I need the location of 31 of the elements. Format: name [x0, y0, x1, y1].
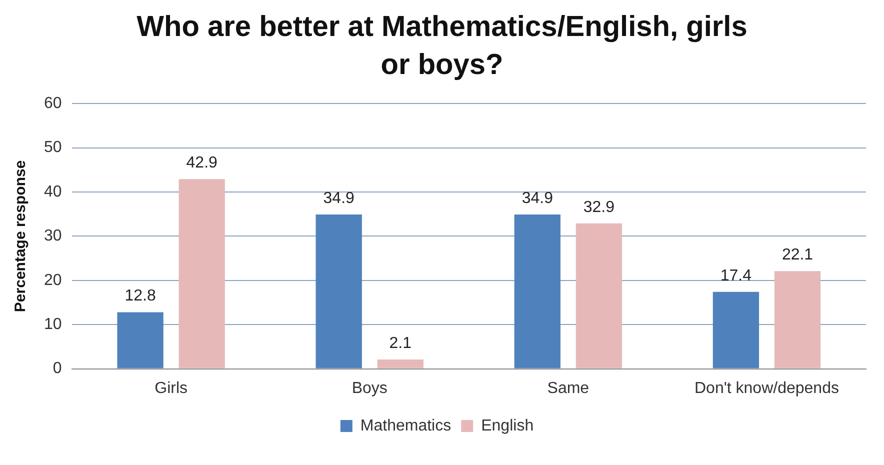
x-tick-label: Boys	[352, 380, 388, 397]
bar	[774, 271, 821, 368]
legend-label: Mathematics	[360, 417, 452, 434]
data-label: 34.9	[522, 190, 554, 207]
chart-title: Who are better at Mathematics/English, girls or boys?	[136, 10, 748, 83]
y-tick-label: 30	[44, 228, 62, 245]
bar	[316, 214, 362, 368]
y-tick-label: 10	[44, 316, 62, 334]
data-label: 2.1	[389, 334, 412, 352]
y-tick-label: 0	[52, 360, 62, 378]
legend-label: English	[481, 417, 534, 434]
data-label: 34.9	[323, 190, 355, 207]
data-label: 42.9	[186, 154, 218, 172]
data-label: 32.9	[583, 198, 615, 216]
bar	[377, 360, 424, 368]
y-tick-label: 50	[44, 139, 62, 156]
x-tick-label: Same	[547, 380, 590, 397]
y-axis-title: Percentage response	[12, 160, 30, 312]
x-tick-label: Girls	[154, 380, 188, 397]
y-tick-label: 20	[44, 272, 62, 289]
bar	[576, 223, 622, 368]
data-label: 17.4	[720, 267, 752, 284]
bar	[514, 214, 560, 368]
bar	[117, 312, 164, 368]
data-label: 12.8	[124, 288, 156, 305]
bar	[178, 179, 225, 368]
y-tick-label: 40	[44, 183, 62, 200]
x-tick-label: Don't know/depends	[694, 380, 839, 397]
bar	[712, 292, 760, 368]
y-tick-label: 60	[44, 95, 62, 112]
data-label: 22.1	[782, 246, 814, 264]
